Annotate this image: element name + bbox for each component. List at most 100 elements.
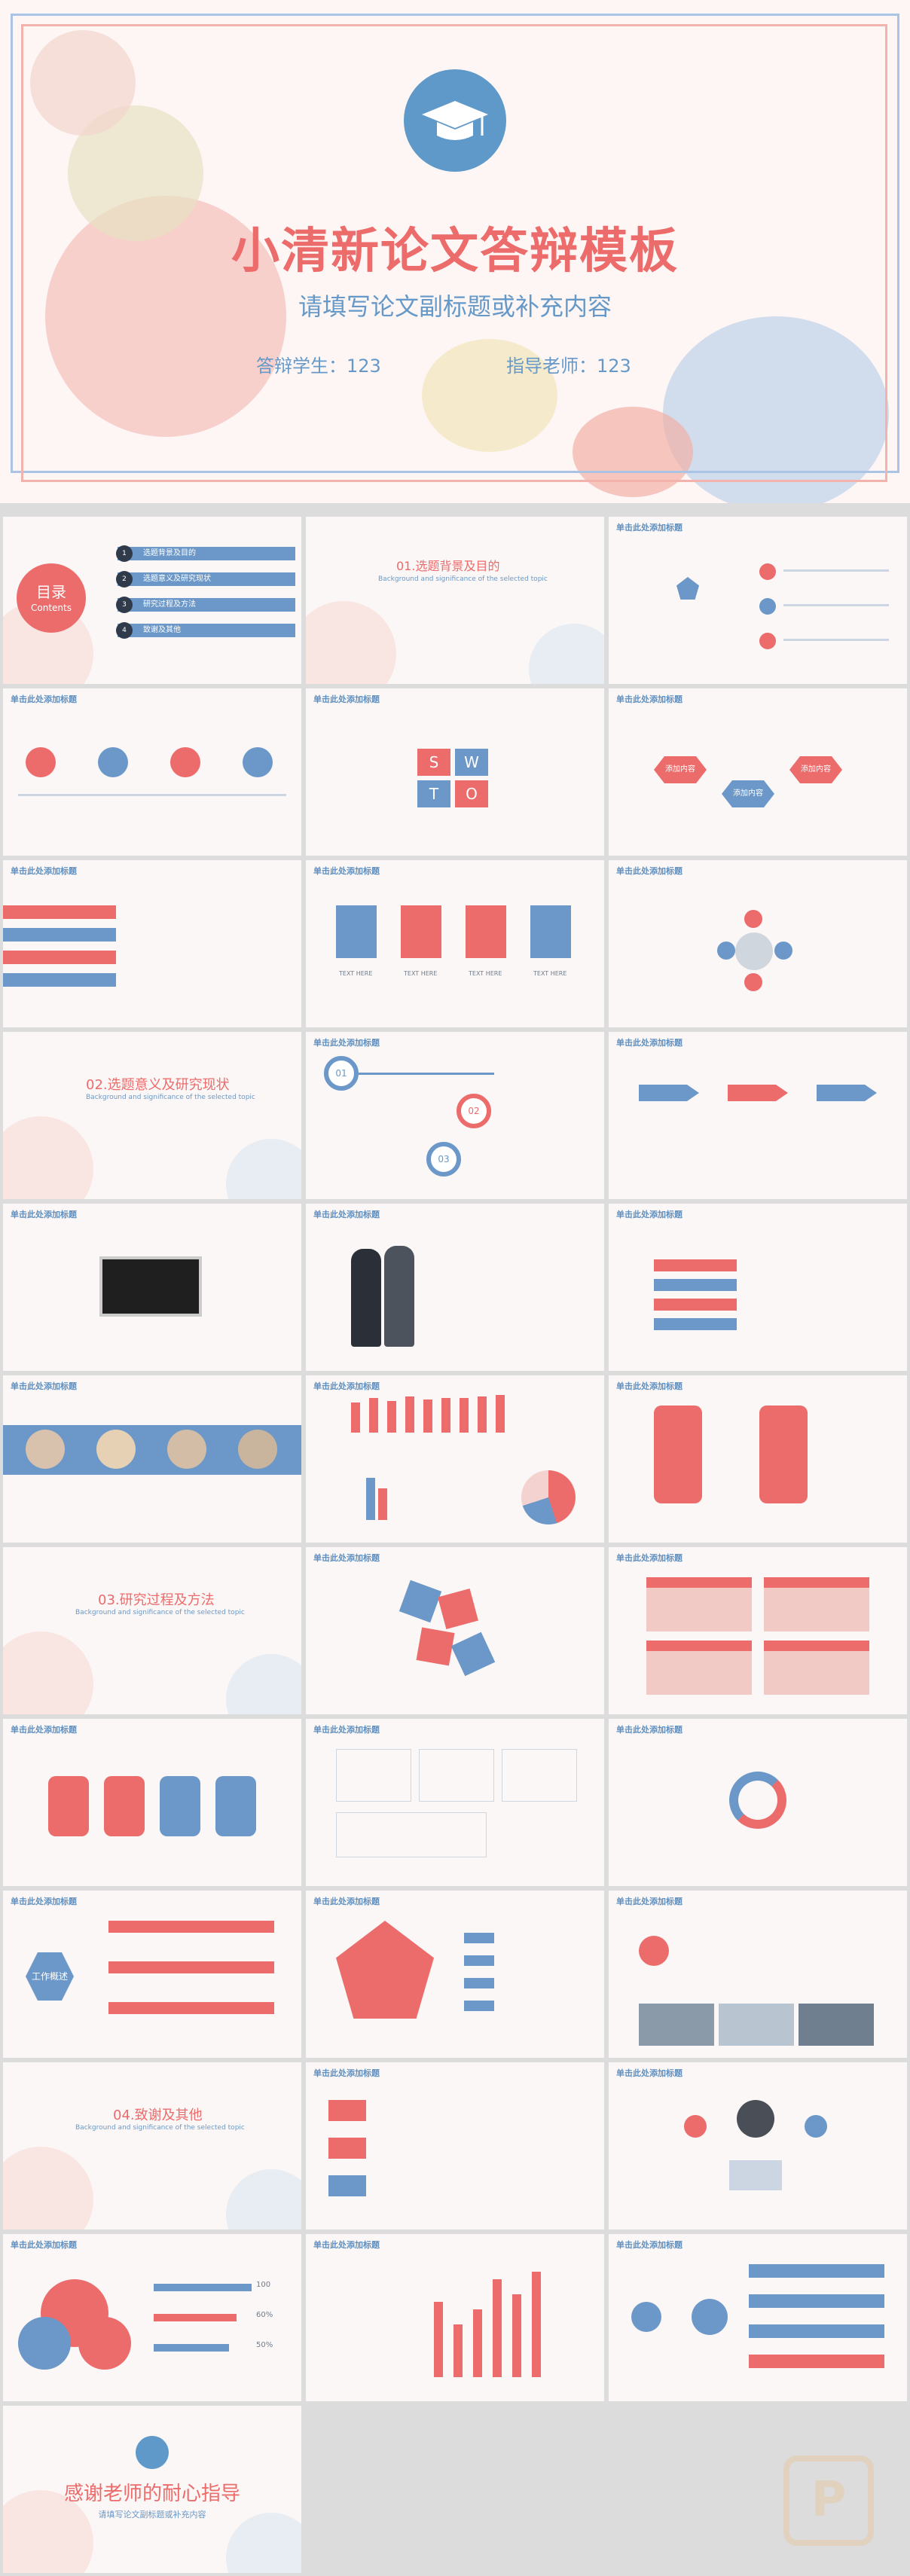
- toc-item[interactable]: 1 选题背景及目的: [116, 545, 295, 562]
- slide-title: 单击此处添加标题: [11, 1725, 77, 1735]
- slide-team[interactable]: 单击此处添加标题: [3, 1375, 301, 1543]
- toc-item[interactable]: 4 致谢及其他: [116, 622, 295, 639]
- step-circle: 03: [426, 1142, 461, 1177]
- slide-content[interactable]: 单击此处添加标题: [609, 517, 907, 684]
- hexagon: 添加内容: [654, 756, 707, 783]
- section-title: 03.研究过程及方法: [98, 1592, 215, 1608]
- flow-node: [631, 2302, 661, 2332]
- toc-number: 2: [116, 571, 133, 588]
- slide-toc[interactable]: 目录 Contents 1 选题背景及目的 2 选题意义及研究现状 3 研究过程及方法…: [3, 517, 301, 684]
- slide-people[interactable]: 单击此处添加标题: [306, 1204, 604, 1371]
- slide-flow[interactable]: 单击此处添加标题: [609, 2234, 907, 2401]
- slide-section-4[interactable]: 04.致谢及其他 Background and significance of …: [3, 2062, 301, 2230]
- text-line: [783, 604, 889, 606]
- list-bar: [654, 1279, 737, 1291]
- card-caption: TEXT HERE: [469, 970, 502, 977]
- slide-cards[interactable]: 单击此处添加标题 TEXT HERE TEXT HERE TEXT HERE T…: [306, 860, 604, 1027]
- slide-process[interactable]: 单击此处添加标题: [609, 1032, 907, 1199]
- bullet-circle: [759, 563, 776, 580]
- slide-arrows[interactable]: 单击此处添加标题: [3, 860, 301, 1027]
- label-tag: [464, 2001, 494, 2011]
- slide-title: 单击此处添加标题: [616, 523, 682, 533]
- slide-steps[interactable]: 单击此处添加标题: [3, 1719, 301, 1886]
- puzzle-piece: [399, 1579, 442, 1623]
- slide-photo-strip[interactable]: 单击此处添加标题: [609, 1891, 907, 2058]
- slide-list[interactable]: 单击此处添加标题: [609, 1204, 907, 1371]
- progress-bar: [154, 2344, 229, 2352]
- toc-number: 4: [116, 622, 133, 639]
- list-bar: [654, 1318, 737, 1330]
- text-line: [18, 794, 286, 796]
- process-arrow: [639, 1085, 699, 1101]
- progress-value: 100: [256, 2281, 271, 2289]
- slide-hexagons[interactable]: 单击此处添加标题 添加内容 添加内容 添加内容: [609, 688, 907, 856]
- slide-venn[interactable]: 单击此处添加标题 100 60% 50%: [3, 2234, 301, 2401]
- flow-bar: [749, 2264, 884, 2278]
- cloud-icon: [737, 2100, 774, 2138]
- slide-section-3[interactable]: 03.研究过程及方法 Background and significance o…: [3, 1547, 301, 1714]
- bar: [405, 1396, 414, 1433]
- info-box: [764, 1577, 869, 1631]
- slide-swot[interactable]: 单击此处添加标题 S W T O: [306, 688, 604, 856]
- label-tag: [464, 1978, 494, 1988]
- flower-deco: [306, 601, 396, 684]
- cycle-node: [744, 973, 762, 991]
- label-bar: [108, 1921, 274, 1933]
- column-box: [502, 1749, 577, 1802]
- cover-flower-pink: [45, 196, 286, 437]
- slide-title: 单击此处添加标题: [313, 2068, 380, 2078]
- toc-item[interactable]: 2 选题意义及研究现状: [116, 571, 295, 588]
- globe-icon: [328, 2175, 366, 2196]
- flower-deco: [226, 2513, 301, 2573]
- section-title: 01.选题背景及目的: [396, 559, 500, 573]
- slide-grid-boxes[interactable]: 单击此处添加标题: [609, 1547, 907, 1714]
- bar: [496, 1395, 505, 1433]
- slide-title: 单击此处添加标题: [616, 694, 682, 704]
- bullet-circle: [759, 598, 776, 615]
- toc-item[interactable]: 3 研究过程及方法: [116, 597, 295, 613]
- slide-columns[interactable]: 单击此处添加标题: [306, 1719, 604, 1886]
- slide-bar-chart[interactable]: 单击此处添加标题: [306, 2234, 604, 2401]
- photo: [639, 2004, 714, 2046]
- slide-timeline[interactable]: 单击此处添加标题 01 02 03: [306, 1032, 604, 1199]
- slide-puzzle[interactable]: 单击此处添加标题: [306, 1547, 604, 1714]
- progress-value: 60%: [256, 2311, 273, 2319]
- arrow-band: [3, 951, 116, 964]
- hexagon: 添加内容: [722, 780, 774, 807]
- bar: [532, 2272, 541, 2377]
- slide-icon-list[interactable]: 单击此处添加标题: [306, 2062, 604, 2230]
- slide-network[interactable]: 单击此处添加标题: [609, 2062, 907, 2230]
- slide-section-2[interactable]: 02.选题意义及研究现状 Background and significance…: [3, 1032, 301, 1199]
- slide-cycle[interactable]: 单击此处添加标题: [609, 860, 907, 1027]
- text-line: [783, 569, 889, 572]
- label-bar: [108, 1961, 274, 1973]
- slide-blocks[interactable]: 单击此处添加标题: [609, 1375, 907, 1543]
- slide-title: 单击此处添加标题: [313, 866, 380, 876]
- avatar: [167, 1430, 206, 1469]
- list-bar: [654, 1299, 737, 1311]
- flow-node: [692, 2299, 728, 2335]
- flow-bar: [749, 2324, 884, 2338]
- laptop-icon: [729, 2160, 782, 2190]
- slide-ring[interactable]: 单击此处添加标题: [609, 1719, 907, 1886]
- slide-closing[interactable]: 感谢老师的耐心指导 请填写论文副标题或补充内容: [3, 2406, 301, 2573]
- slide-monitor[interactable]: 单击此处添加标题: [3, 1204, 301, 1371]
- cover-slide[interactable]: 小清新论文答辩模板 请填写论文副标题或补充内容 答辩学生：123 指导老师：12…: [0, 0, 910, 503]
- section-subtitle: Background and significance of the selec…: [86, 1094, 255, 1101]
- puzzle-piece: [438, 1589, 478, 1629]
- plus-icon: [243, 747, 273, 777]
- slide-charts[interactable]: 单击此处添加标题: [306, 1375, 604, 1543]
- bar: [453, 2324, 463, 2377]
- avatar: [26, 1430, 65, 1469]
- slide-title: 单击此处添加标题: [313, 1725, 380, 1735]
- slide-content[interactable]: 单击此处添加标题: [3, 688, 301, 856]
- slide-title: 单击此处添加标题: [313, 1210, 380, 1219]
- slide-work-overview[interactable]: 单击此处添加标题 工作概述: [3, 1891, 301, 2058]
- photo: [719, 2004, 794, 2046]
- bar: [351, 1402, 360, 1433]
- slide-section-1[interactable]: 01.选题背景及目的 Background and significance o…: [306, 517, 604, 684]
- slide-pentagon[interactable]: 单击此处添加标题: [306, 1891, 604, 2058]
- slide-title: 单击此处添加标题: [616, 1038, 682, 1048]
- text-line: [783, 639, 889, 641]
- arrow-band: [3, 928, 116, 942]
